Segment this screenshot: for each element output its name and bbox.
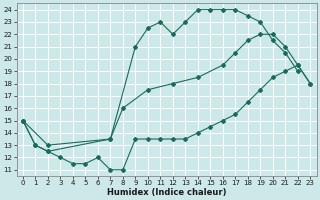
X-axis label: Humidex (Indice chaleur): Humidex (Indice chaleur) [107, 188, 226, 197]
